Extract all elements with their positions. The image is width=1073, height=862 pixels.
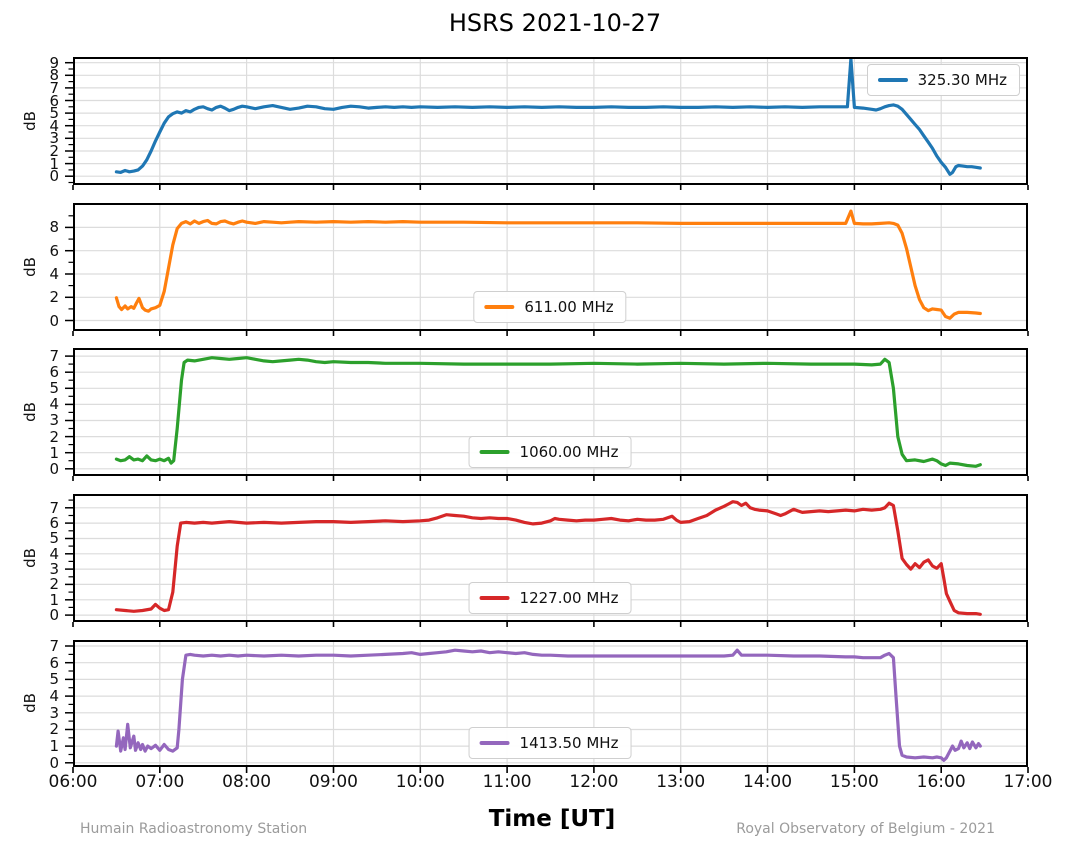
legend-line-swatch xyxy=(479,449,510,455)
y-tick-label: 3 xyxy=(49,560,59,579)
footer-station-name: Humain Radioastronomy Station xyxy=(80,821,308,837)
y-tick-label: 2 xyxy=(49,575,59,594)
x-tick-label: 13:00 xyxy=(656,772,706,792)
y-tick-label: 6 xyxy=(49,653,59,672)
y-axis-label: dB xyxy=(21,548,39,568)
y-tick-label: 4 xyxy=(49,116,59,135)
series-line xyxy=(114,648,982,762)
y-axis-label: dB xyxy=(21,257,39,277)
series-line xyxy=(114,500,982,616)
y-tick-label: 5 xyxy=(49,529,59,548)
y-tick-label: 7 xyxy=(49,498,59,517)
y-tick-label: 0 xyxy=(49,753,59,772)
y-axis-label: dB xyxy=(21,402,39,422)
y-tick-label: 4 xyxy=(49,687,59,706)
y-tick-label: 5 xyxy=(49,104,59,123)
chart-panel-1060mhz xyxy=(65,348,1029,481)
x-axis-title: Time [UT] xyxy=(488,806,616,832)
y-tick-label: 1 xyxy=(49,443,59,462)
legend-label: 325.30 MHz xyxy=(917,71,1007,89)
x-tick-label: 08:00 xyxy=(222,772,272,792)
series-line xyxy=(114,356,982,468)
y-tick-label: 6 xyxy=(49,514,59,533)
chart-panel-1413mhz xyxy=(65,640,1029,773)
y-tick-label: 0 xyxy=(49,167,59,186)
legend-line-swatch xyxy=(484,304,515,310)
y-tick-label: 2 xyxy=(49,141,59,160)
y-tick-label: 1 xyxy=(49,737,59,756)
page-title: HSRS 2021-10-27 xyxy=(448,9,662,37)
y-tick-label: 6 xyxy=(49,91,59,110)
x-tick-label: 17:00 xyxy=(1003,772,1053,792)
y-tick-label: 2 xyxy=(49,720,59,739)
legend-label: 611.00 MHz xyxy=(524,298,614,316)
y-tick-label: 7 xyxy=(49,347,59,366)
y-tick-label: 0 xyxy=(49,311,59,330)
x-tick-label: 09:00 xyxy=(308,772,358,792)
y-tick-label: 7 xyxy=(49,637,59,655)
y-tick-label: 7 xyxy=(49,78,59,97)
y-tick-label: 2 xyxy=(49,288,59,307)
x-tick-label: 11:00 xyxy=(482,772,532,792)
y-tick-label: 9 xyxy=(49,53,59,72)
y-tick-label: 5 xyxy=(49,379,59,398)
y-tick-label: 1 xyxy=(49,154,59,173)
series-line xyxy=(114,57,982,176)
legend-label: 1060.00 MHz xyxy=(519,443,619,461)
series-line xyxy=(114,209,982,320)
x-tick-label: 16:00 xyxy=(916,772,966,792)
x-tick-label: 12:00 xyxy=(569,772,619,792)
legend-325mhz: 325.30 MHz xyxy=(866,64,1020,96)
x-tick-label: 10:00 xyxy=(395,772,445,792)
x-tick-label: 15:00 xyxy=(829,772,879,792)
y-tick-label: 8 xyxy=(49,66,59,85)
y-tick-label: 5 xyxy=(49,670,59,689)
y-tick-label: 4 xyxy=(49,544,59,563)
y-axis-label: dB xyxy=(21,693,39,713)
legend-1227mhz: 1227.00 MHz xyxy=(468,582,632,614)
y-tick-label: 0 xyxy=(49,459,59,478)
chart-panel-325mhz xyxy=(65,57,1029,190)
legend-1060mhz: 1060.00 MHz xyxy=(468,436,632,468)
x-tick-label: 14:00 xyxy=(743,772,793,792)
y-tick-label: 6 xyxy=(49,363,59,382)
x-tick-label: 06:00 xyxy=(48,772,98,792)
footer-observatory-credit: Royal Observatory of Belgium - 2021 xyxy=(736,821,995,837)
legend-label: 1227.00 MHz xyxy=(519,589,619,607)
y-tick-label: 8 xyxy=(49,218,59,237)
y-tick-label: 4 xyxy=(49,395,59,414)
y-tick-label: 0 xyxy=(49,606,59,625)
legend-label: 1413.50 MHz xyxy=(519,734,619,752)
y-tick-label: 2 xyxy=(49,427,59,446)
y-tick-label: 3 xyxy=(49,703,59,722)
y-axis-label: dB xyxy=(21,111,39,131)
y-tick-label: 1 xyxy=(49,590,59,609)
legend-611mhz: 611.00 MHz xyxy=(473,291,627,323)
y-tick-label: 6 xyxy=(49,241,59,260)
y-tick-label: 3 xyxy=(49,411,59,430)
y-tick-label: 3 xyxy=(49,129,59,148)
x-tick-label: 07:00 xyxy=(135,772,185,792)
legend-line-swatch xyxy=(479,740,510,746)
legend-line-swatch xyxy=(479,595,510,601)
legend-line-swatch xyxy=(877,77,908,83)
y-tick-label: 4 xyxy=(49,264,59,283)
legend-1413mhz: 1413.50 MHz xyxy=(468,727,632,759)
